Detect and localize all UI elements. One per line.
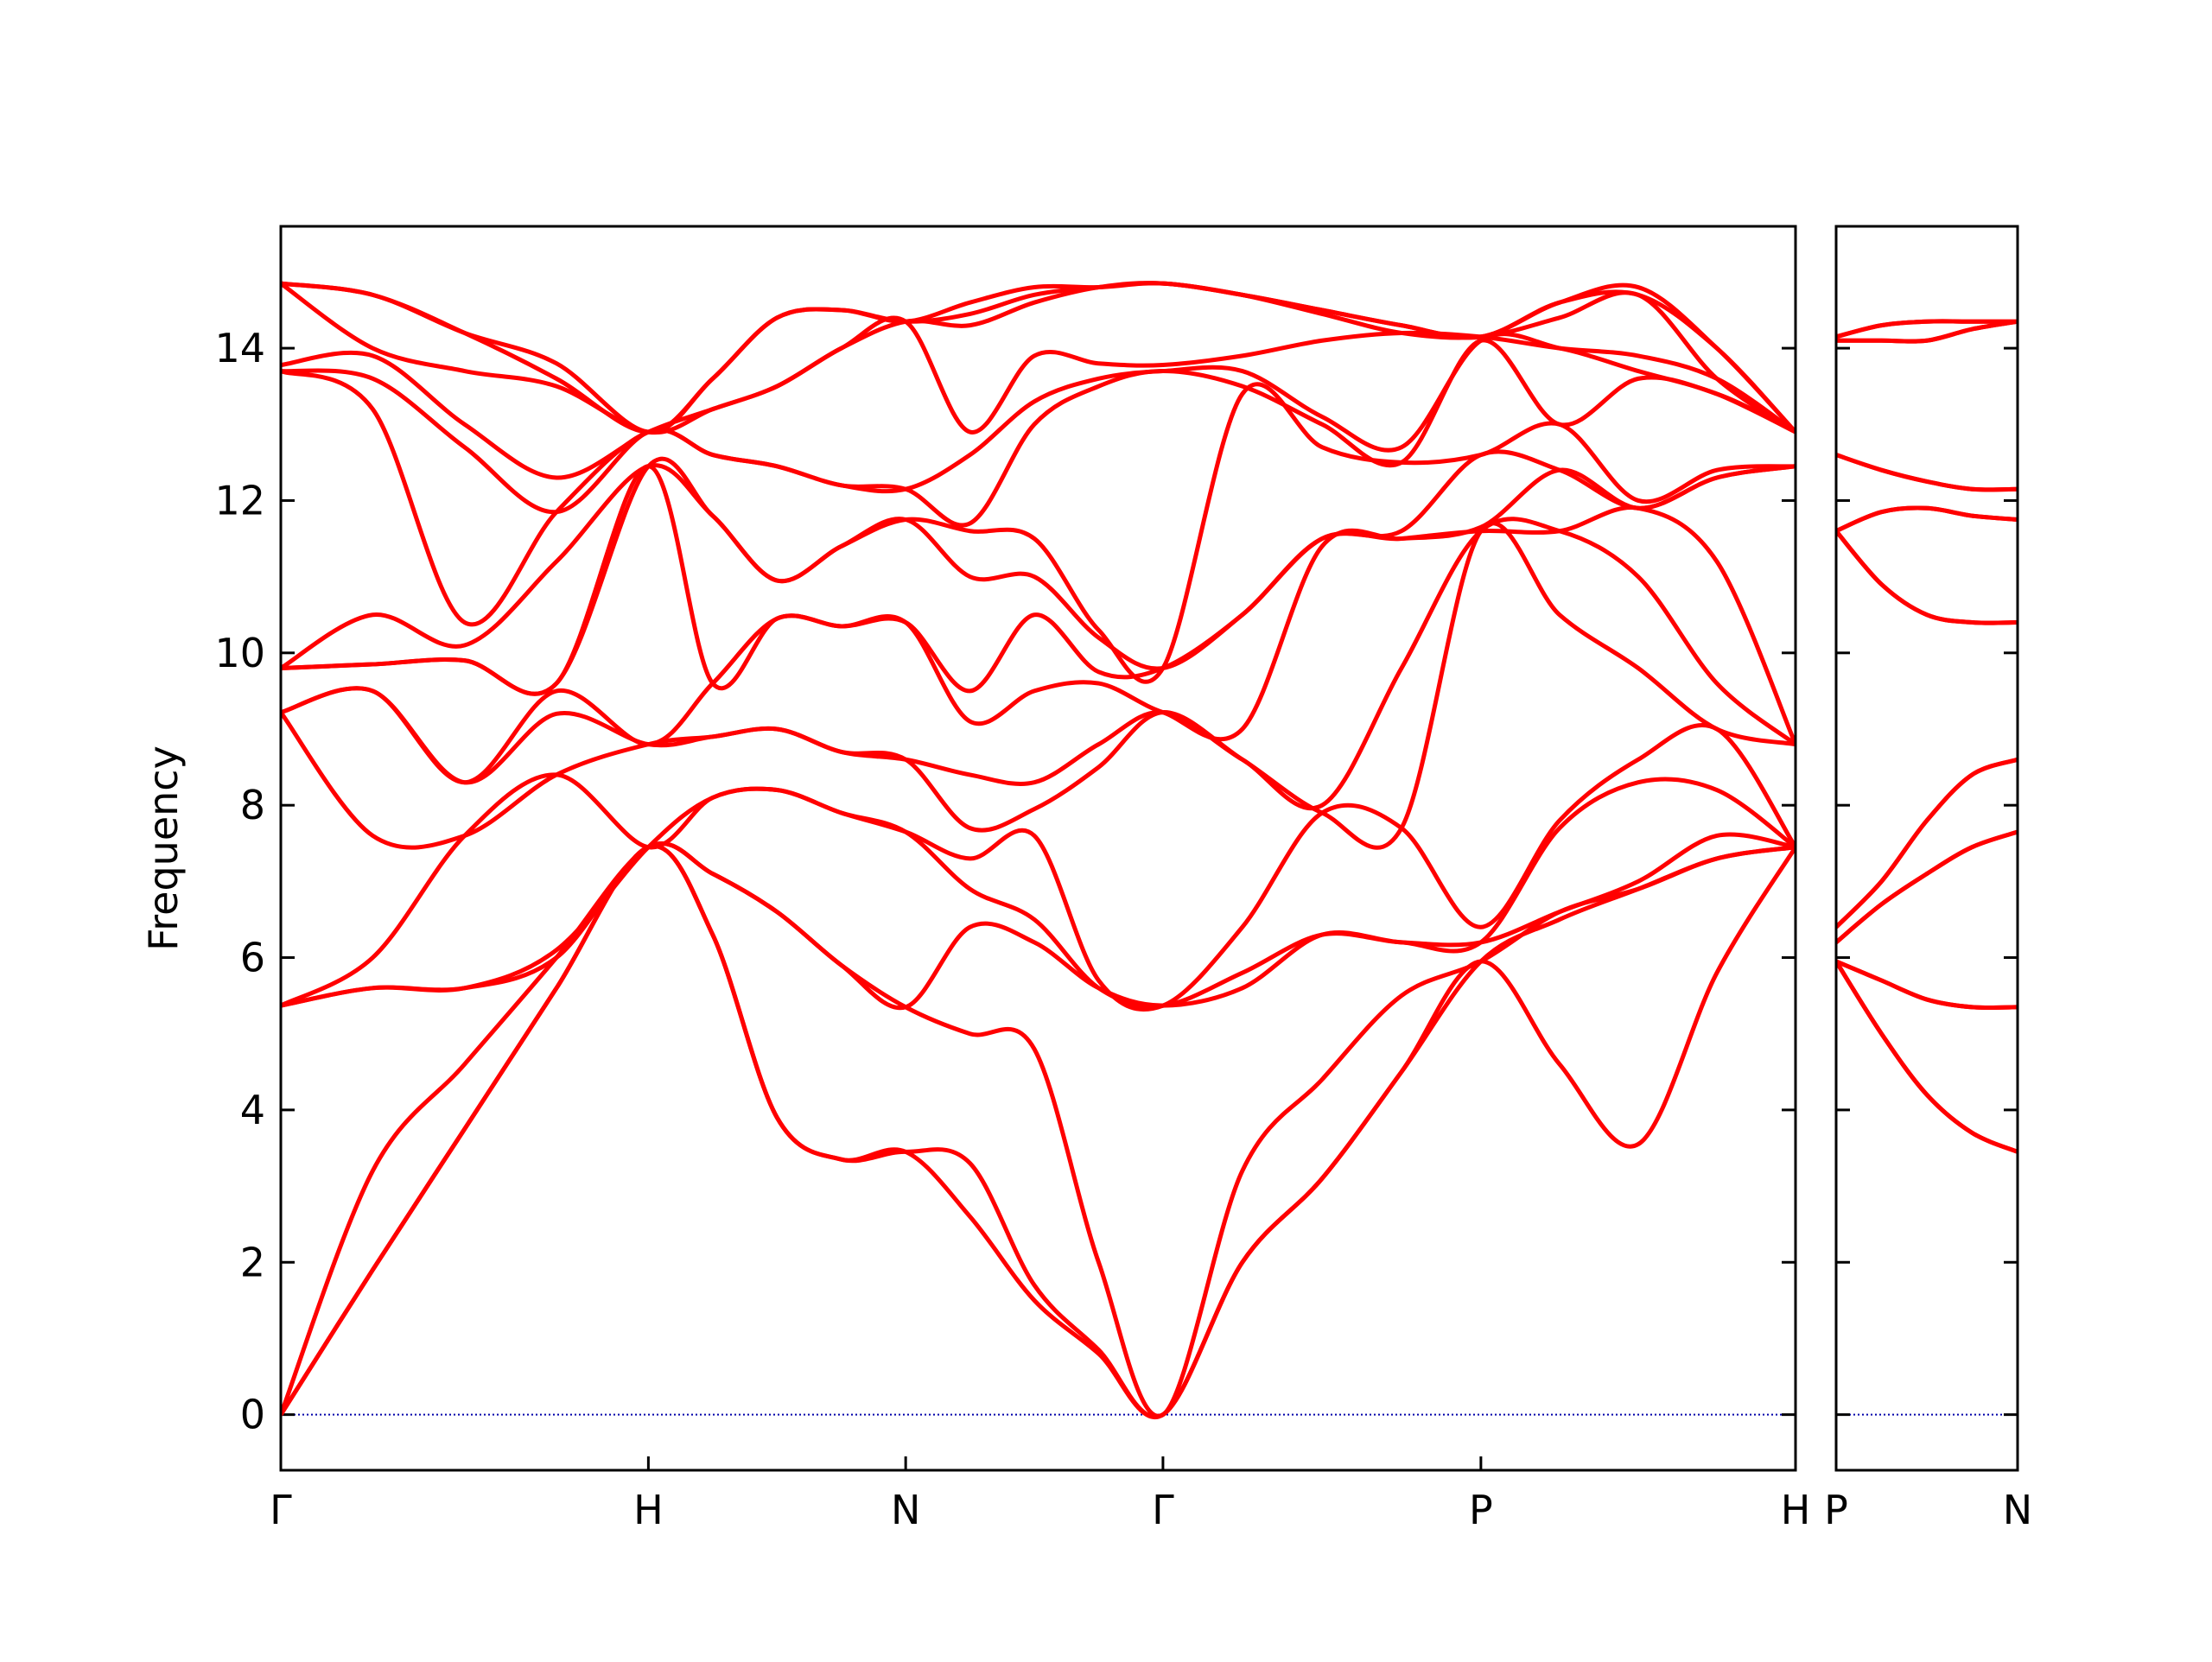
y-tick-label: 4 — [240, 1087, 265, 1133]
band-line — [281, 517, 1796, 811]
y-tick-label: 12 — [214, 477, 265, 523]
band-line — [281, 332, 1796, 515]
plot-area — [281, 281, 1796, 1419]
y-tick-label: 14 — [214, 325, 265, 371]
plot-area — [1836, 319, 2018, 1154]
band-line — [281, 382, 1796, 684]
band-line — [281, 832, 1796, 1011]
y-tick-label: 0 — [240, 1392, 265, 1438]
x-tick-label: P — [1469, 1487, 1493, 1533]
x-tick-label: N — [2003, 1487, 2032, 1533]
band-line — [1836, 757, 2018, 929]
x-tick-label: H — [633, 1487, 664, 1533]
band-line — [1836, 319, 2018, 344]
y-tick-label: 2 — [240, 1239, 265, 1285]
band-line — [1836, 960, 2018, 1154]
y-tick-label: 8 — [240, 782, 265, 828]
band-line — [1836, 959, 2018, 1011]
band-line — [281, 841, 1796, 1418]
axes-frame — [1834, 225, 2019, 1472]
band-line — [1836, 319, 2018, 339]
band-line — [281, 281, 1796, 435]
x-tick-label: Γ — [270, 1487, 292, 1533]
band-line — [281, 722, 1796, 1012]
band-line — [281, 521, 1796, 850]
band-line — [1836, 453, 2018, 492]
y-axis-label: Frequency — [140, 745, 187, 951]
x-tick-label: N — [891, 1487, 920, 1533]
band-line — [281, 777, 1796, 1009]
y-tick-label: 6 — [240, 935, 265, 981]
x-tick-label: Γ — [1152, 1487, 1174, 1533]
band-line — [281, 281, 1796, 435]
band-line — [281, 338, 1796, 627]
band-line — [1836, 829, 2018, 944]
band-line — [1836, 505, 2018, 534]
x-tick-label: P — [1824, 1487, 1848, 1533]
band-line — [281, 315, 1796, 480]
band-line — [281, 504, 1796, 785]
x-tick-label: H — [1781, 1487, 1811, 1533]
y-tick-label: 10 — [214, 630, 265, 676]
band-line — [281, 449, 1796, 696]
axes-frame — [279, 225, 1797, 1472]
band-line — [1836, 530, 2018, 625]
